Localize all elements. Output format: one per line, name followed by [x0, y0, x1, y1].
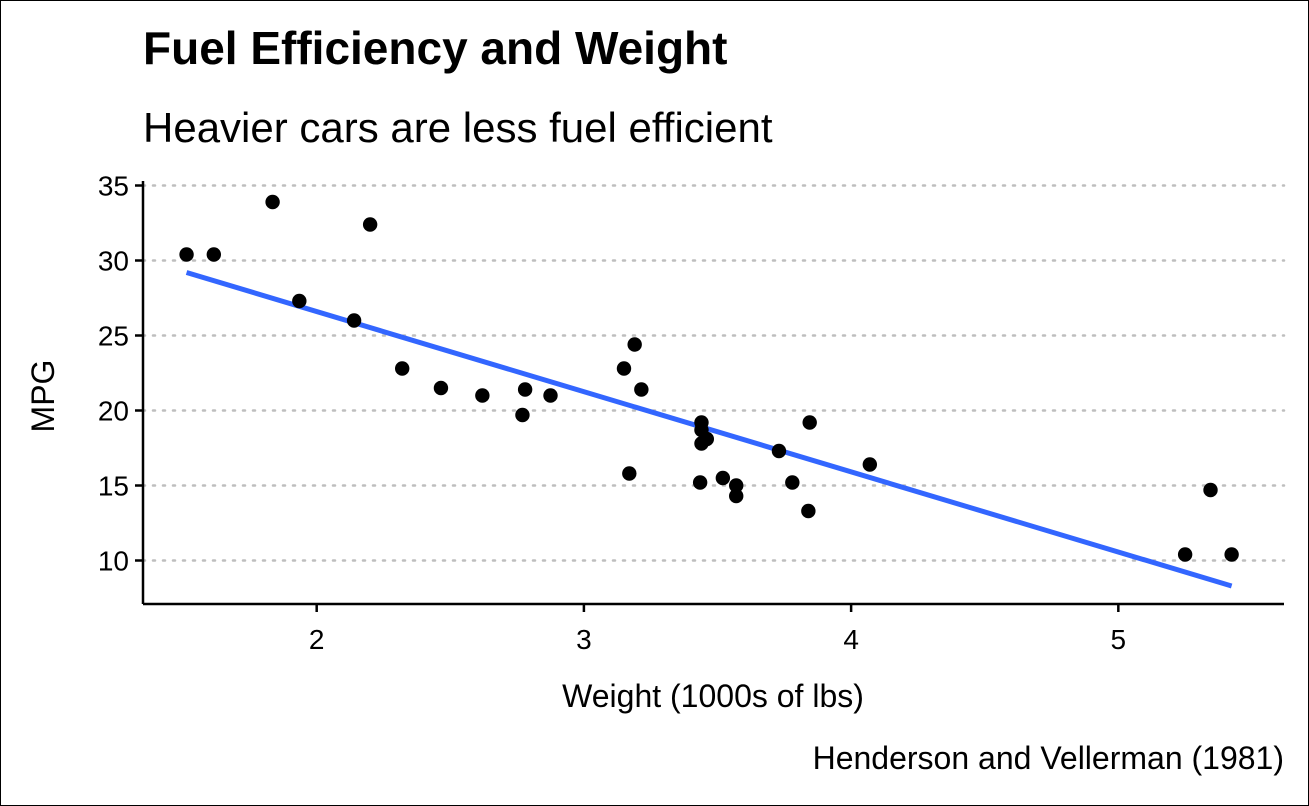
chart-caption: Henderson and Vellerman (1981) [812, 740, 1284, 776]
data-point [692, 475, 708, 490]
y-axis-title: MPG [25, 360, 61, 433]
data-point [785, 475, 800, 490]
data-point [1177, 547, 1193, 562]
data-point [394, 361, 410, 376]
data-point [362, 217, 378, 232]
axes [135, 181, 1284, 612]
data-point [517, 382, 533, 397]
y-tick-label: 20 [98, 396, 129, 427]
data-point [801, 503, 816, 519]
data-point [616, 361, 632, 376]
data-point [206, 247, 222, 262]
x-tick-label: 5 [1111, 624, 1127, 655]
x-axis-title: Weight (1000s of lbs) [562, 678, 864, 714]
trend-line [185, 270, 1233, 589]
data-point [292, 293, 307, 309]
data-point [715, 470, 731, 486]
data-point [1224, 547, 1239, 562]
data-point [729, 478, 744, 493]
data-point [862, 457, 878, 472]
y-tick-label: 15 [98, 471, 129, 502]
x-tick-label: 2 [309, 624, 325, 655]
x-tick-label: 3 [576, 624, 592, 655]
chart-title: Fuel Efficiency and Weight [143, 22, 728, 74]
data-points [179, 194, 1239, 562]
data-point [771, 443, 787, 459]
data-point [265, 194, 280, 210]
data-point [515, 407, 530, 423]
y-tick-label: 25 [98, 321, 129, 352]
data-point [622, 466, 637, 481]
chart-subtitle: Heavier cars are less fuel efficient [143, 104, 773, 151]
y-tick-label: 30 [98, 246, 129, 277]
data-point [694, 415, 709, 430]
grid-lines [141, 184, 1286, 562]
trend-line-layer [185, 270, 1233, 589]
data-point [729, 488, 744, 504]
data-point [1203, 482, 1218, 498]
data-point [627, 337, 642, 352]
data-point [475, 388, 490, 403]
x-tick-label: 4 [843, 624, 859, 655]
data-point [802, 415, 817, 430]
data-point [543, 388, 558, 403]
data-point [179, 247, 194, 262]
data-point [433, 380, 449, 396]
y-tick-label: 10 [98, 546, 129, 577]
y-tick-label: 35 [98, 171, 129, 202]
data-point [634, 382, 649, 397]
data-point [694, 436, 709, 451]
data-point [346, 313, 362, 328]
